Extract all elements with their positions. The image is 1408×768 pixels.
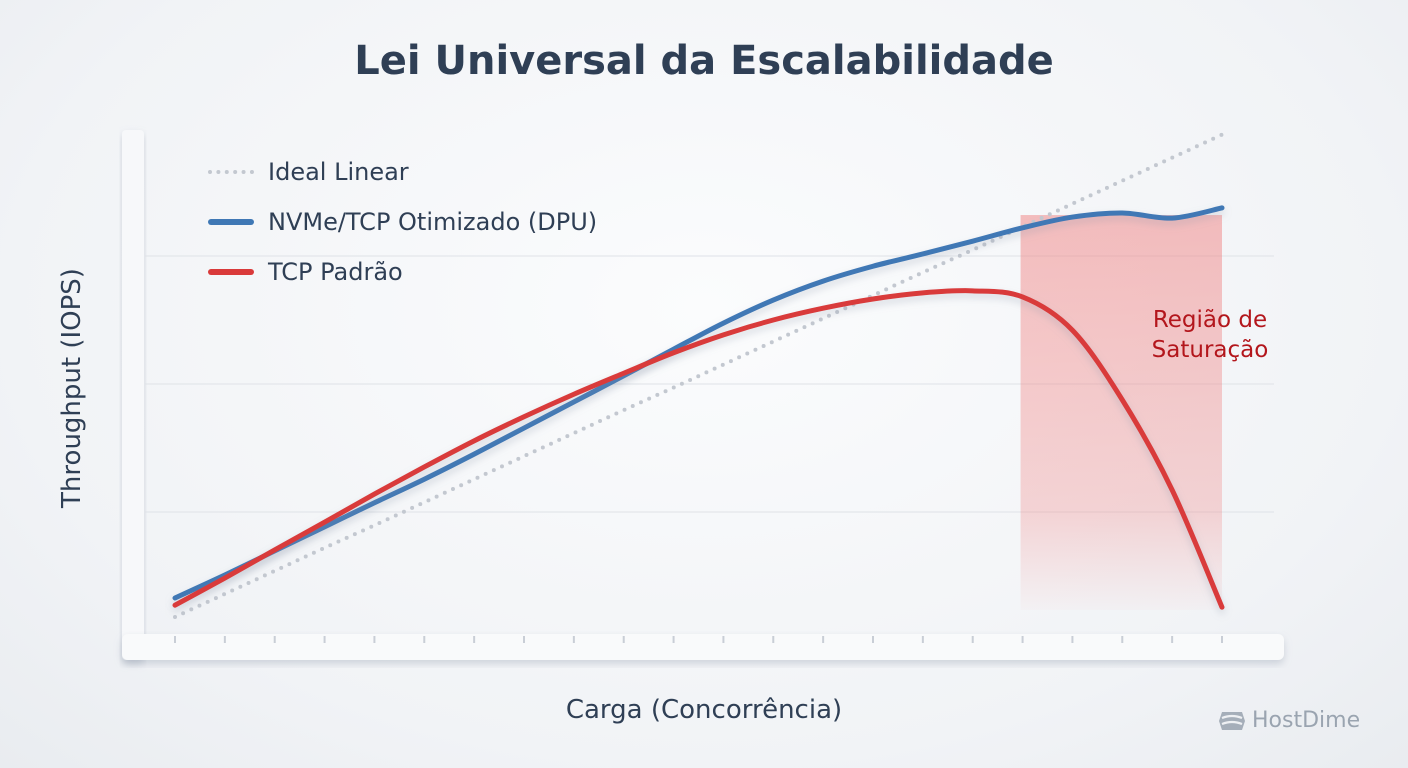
legend-item-ideal: Ideal Linear [208,158,409,186]
saturation-region [1020,215,1222,611]
legend-swatch-tcp [208,269,254,275]
legend-swatch-ideal [208,170,254,174]
series-line-nvme [172,205,1225,601]
hostdime-logo: HostDime [1218,708,1360,733]
series-line-ideal [173,132,1224,619]
saturation-line-1: Região de [1152,307,1268,333]
series-line-tcp [172,288,1225,610]
legend-swatch-nvme [208,219,254,225]
y-axis-bar [122,130,144,660]
x-axis-label: Carga (Concorrência) [565,695,843,725]
saturation-line-2: Saturação [1151,337,1269,363]
legend-item-tcp: TCP Padrão [208,258,403,286]
saturation-annotation: Região de Saturação [1150,305,1270,365]
y-axis-label: Throughput (IOPS) [57,268,87,508]
legend-label-nvme: NVMe/TCP Otimizado (DPU) [268,208,598,236]
x-axis-bar [122,634,1284,660]
hostdime-logo-icon [1219,711,1245,730]
legend-label-ideal: Ideal Linear [268,158,409,186]
legend-item-nvme: NVMe/TCP Otimizado (DPU) [208,208,597,236]
logo-text: HostDime [1252,708,1361,733]
legend-label-tcp: TCP Padrão [268,258,403,286]
chart-title: Lei Universal da Escalabilidade [354,38,1054,84]
